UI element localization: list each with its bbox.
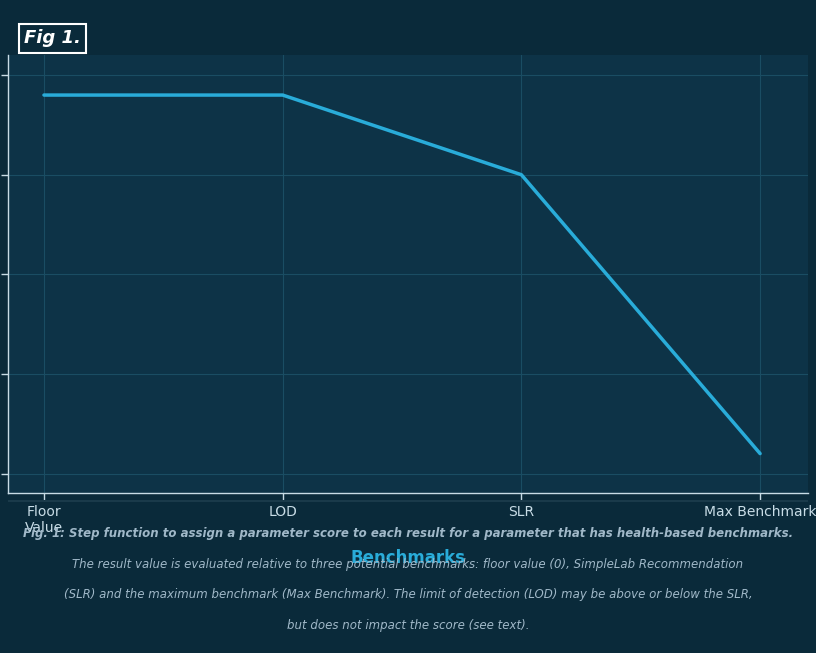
Text: Fig 1.: Fig 1. (24, 29, 81, 47)
Text: The result value is evaluated relative to three potential benchmarks: floor valu: The result value is evaluated relative t… (73, 558, 743, 571)
Text: but does not impact the score (see text).: but does not impact the score (see text)… (286, 619, 530, 632)
Text: (SLR) and the maximum benchmark (Max Benchmark). The limit of detection (LOD) ma: (SLR) and the maximum benchmark (Max Ben… (64, 588, 752, 601)
Text: Fig. 1: Step function to assign a parameter score to each result for a parameter: Fig. 1: Step function to assign a parame… (23, 527, 793, 540)
X-axis label: Benchmarks: Benchmarks (351, 549, 465, 567)
